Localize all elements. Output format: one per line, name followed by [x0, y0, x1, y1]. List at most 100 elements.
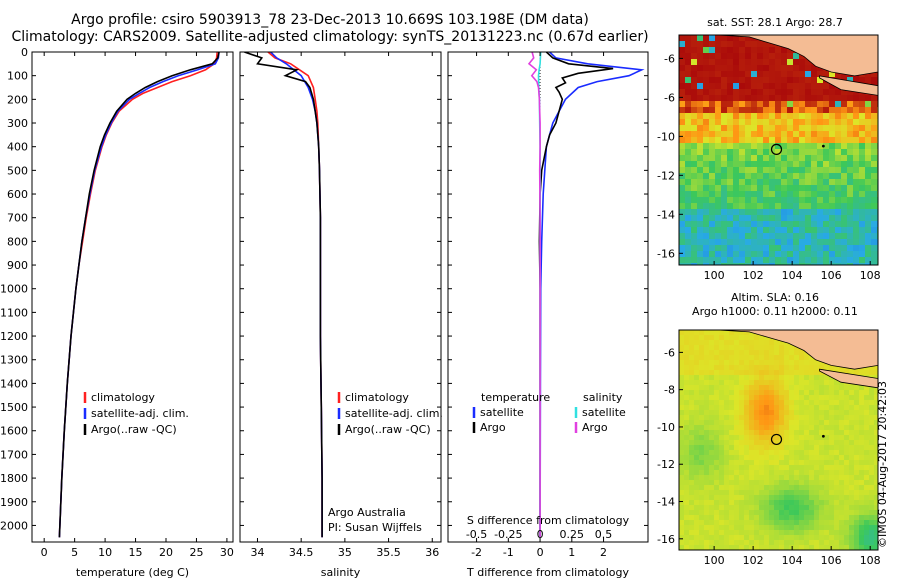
heatmap-cell — [697, 197, 704, 204]
heatmap-cell — [679, 119, 686, 126]
heatmap-cell — [704, 355, 710, 361]
heatmap-cell — [839, 445, 845, 451]
heatmap-cell — [847, 155, 854, 162]
heatmap-cell — [699, 500, 705, 506]
heatmap-cell — [834, 425, 840, 431]
heatmap-cell — [754, 470, 760, 476]
heatmap-cell — [814, 545, 820, 550]
heatmap-cell — [709, 209, 716, 216]
heatmap-cell — [869, 530, 875, 536]
heatmap-cell — [874, 475, 878, 481]
heatmap-cell — [839, 505, 845, 511]
heatmap-cell — [679, 95, 686, 102]
heatmap-cell — [769, 485, 775, 491]
heatmap-cell — [709, 119, 716, 126]
heatmap-cell — [684, 460, 690, 466]
heatmap-cell — [679, 209, 686, 216]
heatmap-cell — [779, 460, 785, 466]
heatmap-cell — [847, 203, 854, 210]
heatmap-cell — [779, 450, 785, 456]
heatmap-cell — [823, 227, 830, 234]
heatmap-cell — [709, 143, 716, 150]
heatmap-cell — [829, 465, 835, 471]
argo-position-marker — [770, 143, 783, 155]
heatmap-cell — [817, 161, 824, 168]
heatmap-cell — [715, 113, 722, 120]
heatmap-cell — [689, 535, 695, 541]
heatmap-cell — [691, 113, 698, 120]
heatmap-cell — [847, 209, 854, 216]
heatmap-cell — [784, 445, 790, 451]
heatmap-cell — [835, 179, 842, 186]
heatmap-cell — [824, 485, 830, 491]
heatmap-cell — [775, 227, 782, 234]
heatmap-cell — [679, 143, 686, 150]
heatmap-cell — [814, 415, 820, 421]
heatmap-cell — [775, 77, 782, 84]
y-tick-label: 400 — [7, 141, 28, 154]
heatmap-cell — [684, 505, 690, 511]
heatmap-cell — [724, 480, 730, 486]
heatmap-cell — [759, 360, 765, 366]
heatmap-cell — [703, 203, 710, 210]
heatmap-cell — [709, 227, 716, 234]
heatmap-cell — [709, 410, 715, 416]
heatmap-cell — [829, 251, 836, 258]
heatmap-cell — [754, 375, 760, 381]
heatmap-cell — [829, 101, 836, 108]
heatmap-cell — [814, 440, 820, 446]
heatmap-cell — [704, 405, 710, 411]
heatmap-cell — [769, 119, 776, 126]
heatmap-cell — [839, 400, 845, 406]
heatmap-cell — [839, 525, 845, 531]
heatmap-cell — [805, 77, 812, 84]
heatmap-cell — [745, 173, 752, 180]
heatmap-cell — [859, 470, 865, 476]
heatmap-cell — [763, 185, 770, 192]
heatmap-cell — [754, 415, 760, 421]
heatmap-cell — [709, 65, 716, 72]
x-tick-label: 104 — [782, 554, 803, 567]
y-tick-label: 300 — [7, 117, 28, 130]
heatmap-cell — [835, 137, 842, 144]
legend-temp-satellite-label: satellite-adj. clim. — [91, 407, 189, 420]
heatmap-cell — [679, 440, 685, 446]
heatmap-cell — [744, 430, 750, 436]
heatmap-cell — [684, 495, 690, 501]
heatmap-cell — [769, 340, 775, 346]
heatmap-cell — [805, 203, 812, 210]
heatmap-cell — [715, 35, 722, 42]
heatmap-cell — [871, 149, 878, 156]
heatmap-cell — [769, 350, 775, 356]
heatmap-cell — [734, 410, 740, 416]
heatmap-cell — [684, 390, 690, 396]
heatmap-cell — [749, 400, 755, 406]
heatmap-cell — [699, 455, 705, 461]
heatmap-cell — [734, 385, 740, 391]
heatmap-cell — [774, 365, 780, 371]
heatmap-cell — [679, 360, 685, 366]
heatmap-cell — [724, 370, 730, 376]
heatmap-cell — [734, 505, 740, 511]
heatmap-cell — [829, 173, 836, 180]
heatmap-cell — [834, 470, 840, 476]
heatmap-cell — [847, 119, 854, 126]
heatmap-cell — [804, 410, 810, 416]
heatmap-cell — [854, 470, 860, 476]
heatmap-cell — [721, 41, 728, 48]
heatmap-cell — [847, 131, 854, 138]
heatmap-cell — [699, 345, 705, 351]
x-axis-label: salinity — [321, 566, 361, 579]
heatmap-cell — [703, 47, 710, 54]
heatmap-cell — [697, 77, 704, 84]
heatmap-cell — [733, 233, 740, 240]
heatmap-cell — [814, 425, 820, 431]
map-sst-title: sat. SST: 28.1 Argo: 28.7 — [707, 16, 843, 29]
heatmap-cell — [703, 263, 710, 265]
heatmap-cell — [839, 440, 845, 446]
heatmap-cell — [841, 179, 848, 186]
heatmap-cell — [754, 345, 760, 351]
heatmap-cell — [709, 257, 716, 264]
heatmap-cell — [811, 155, 818, 162]
heatmap-cell — [834, 495, 840, 501]
